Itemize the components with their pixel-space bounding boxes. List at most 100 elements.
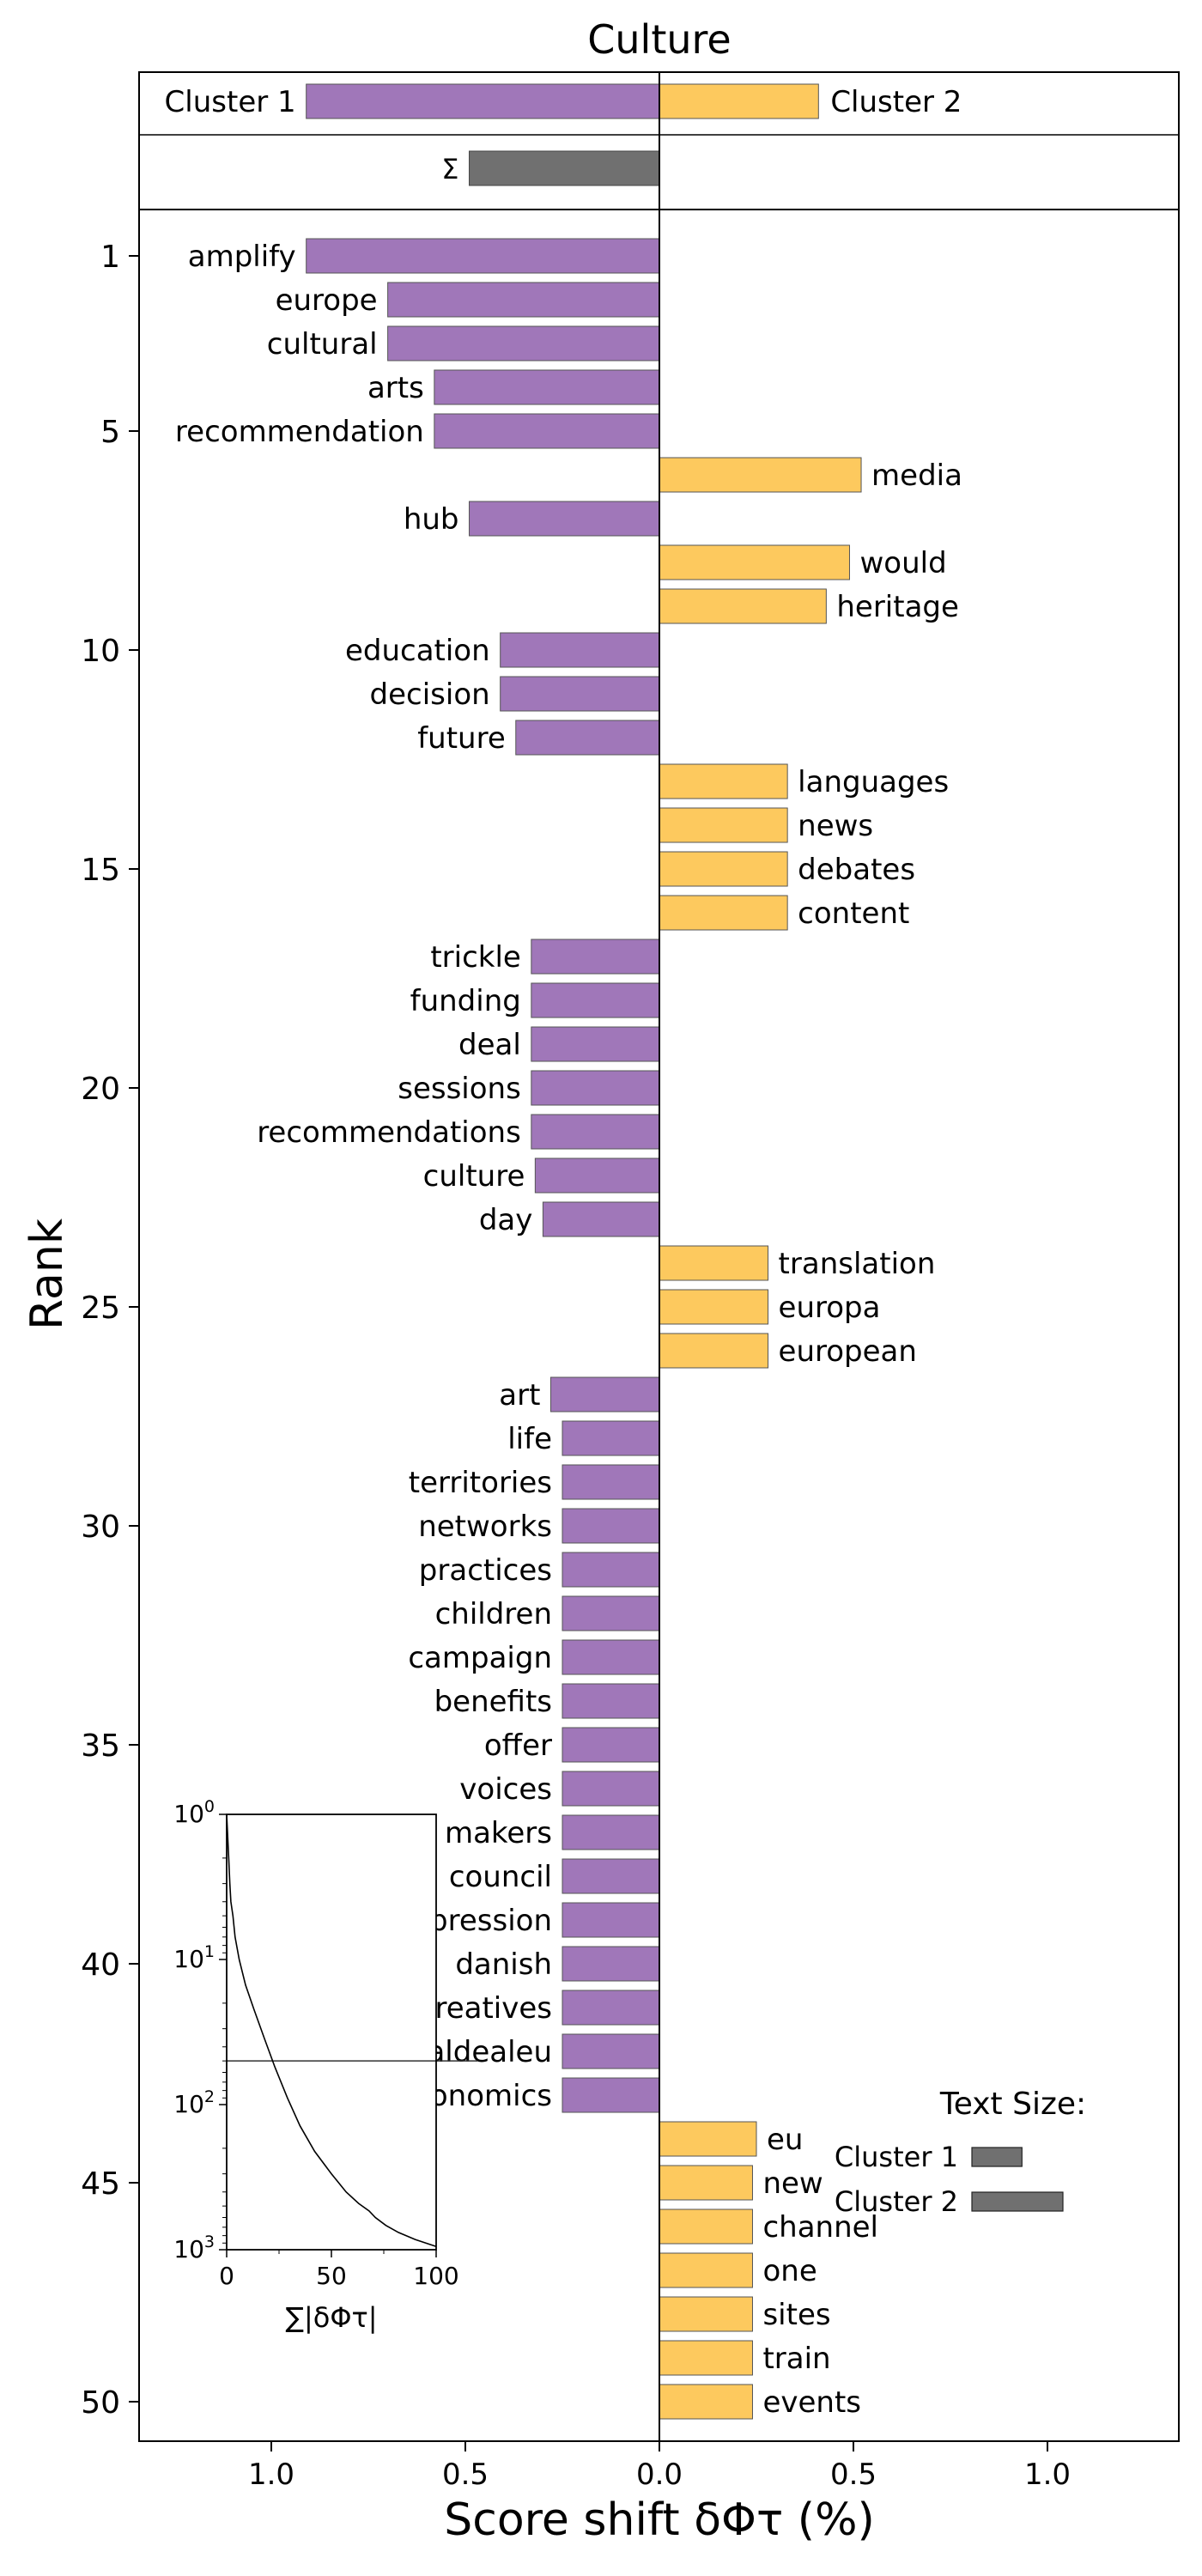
bar-cluster2-total: [659, 83, 819, 119]
inset-y-tick-base: 10: [173, 1800, 204, 1828]
bar-europe: [387, 282, 660, 318]
bar-europa: [659, 1289, 769, 1325]
x-tick-label: 0.5: [830, 2458, 877, 2492]
bar-decision: [500, 676, 660, 712]
x-tick-label: 0.5: [442, 2458, 489, 2492]
legend-entry-bar: [971, 2147, 1023, 2167]
bar-debates: [659, 851, 788, 887]
chart-title: Culture: [587, 16, 731, 63]
bar-one: [659, 2252, 753, 2288]
word-label-children: children: [435, 1597, 552, 1631]
y-tick-label: 5: [100, 415, 120, 450]
inset-y-tick-exp: 2: [204, 2087, 215, 2106]
bar-culturaldealeu: [562, 2033, 660, 2069]
x-tick-label: 1.0: [248, 2458, 294, 2492]
word-label-europa: europa: [779, 1291, 881, 1325]
bar-eu: [659, 2121, 757, 2157]
legend-title: Text Size:: [939, 2087, 1086, 2122]
word-label-cultural: cultural: [267, 327, 378, 361]
bar-train: [659, 2340, 753, 2376]
bar-content: [659, 895, 788, 931]
word-label-heritage: heritage: [836, 590, 959, 624]
bar-funding: [531, 982, 660, 1018]
inset-y-tick-base: 10: [173, 2235, 204, 2263]
bar-council: [562, 1858, 660, 1894]
word-label-amplify: amplify: [188, 240, 296, 274]
bar-benefits: [562, 1683, 660, 1719]
bar-cultural: [387, 325, 660, 361]
inset-y-tick-exp: 0: [204, 1797, 215, 1816]
bar-culture: [534, 1157, 660, 1194]
bar-territories: [562, 1464, 660, 1500]
bar-recommendations: [531, 1114, 660, 1150]
y-tick-label: 15: [81, 853, 120, 888]
word-label-events: events: [762, 2385, 861, 2420]
word-label-european: european: [779, 1334, 917, 1369]
y-tick-label: 1: [100, 240, 120, 275]
word-label-practices: practices: [419, 1553, 552, 1588]
bar-trickle: [531, 939, 660, 975]
bar-future: [515, 720, 660, 756]
y-tick-label: 30: [81, 1510, 120, 1545]
word-label-debates: debates: [798, 853, 915, 887]
bar-heritage: [659, 588, 827, 624]
legend-entry-label: Cluster 1: [835, 2141, 958, 2173]
word-label-europe: europe: [276, 283, 378, 318]
inset-y-tick-label: 103: [173, 2233, 215, 2263]
cluster2-label: Cluster 2: [830, 85, 962, 119]
bar-life: [562, 1420, 660, 1456]
inset-x-tick-label: 50: [316, 2262, 347, 2290]
bar-sessions: [531, 1070, 660, 1106]
sum-symbol: Σ: [441, 153, 458, 185]
y-tick-label: 35: [81, 1728, 120, 1764]
text-size-legend: Text Size: Cluster 1 Cluster 2: [835, 2087, 1086, 2218]
bar-would: [659, 544, 850, 580]
y-axis-label: Rank: [21, 1218, 73, 1330]
word-label-council: council: [449, 1860, 552, 1894]
y-tick-label: 45: [81, 2166, 120, 2202]
word-label-recommendation: recommendation: [175, 415, 424, 449]
x-axis-label: Score shift δΦτ (%): [444, 2494, 875, 2546]
bar-sites: [659, 2296, 753, 2332]
cluster1-label: Cluster 1: [165, 85, 296, 119]
bar-new: [659, 2165, 753, 2201]
word-label-arts: arts: [367, 371, 424, 405]
word-label-networks: networks: [418, 1510, 552, 1544]
inset-y-tick-base: 10: [173, 2090, 204, 2118]
bar-economics: [562, 2077, 660, 2113]
inset-background: [227, 1814, 436, 2250]
bar-children: [562, 1595, 660, 1631]
x-tick-label: 0.0: [636, 2458, 683, 2492]
inset-y-tick-label: 101: [173, 1942, 215, 1973]
bar-arts: [434, 369, 660, 405]
inset-y-tick-label: 102: [173, 2087, 215, 2118]
word-label-danish: danish: [455, 1947, 552, 1982]
word-label-hub: hub: [404, 502, 459, 537]
word-label-offer: offer: [484, 1728, 552, 1763]
word-label-future: future: [417, 721, 506, 756]
word-label-translation: translation: [779, 1247, 936, 1281]
y-tick-label: 25: [81, 1291, 120, 1326]
bar-translation: [659, 1245, 769, 1281]
x-tick-label: 1.0: [1024, 2458, 1071, 2492]
word-label-would: would: [859, 546, 946, 580]
x-axis: 1.0 0.5 0.0 0.5 1.0: [248, 2441, 1071, 2492]
word-label-art: art: [499, 1378, 540, 1413]
bar-day: [542, 1201, 660, 1237]
inset-y-tick-exp: 1: [204, 1942, 215, 1961]
inset-y-tick-label: 100: [173, 1797, 215, 1828]
word-label-day: day: [479, 1203, 533, 1237]
word-label-new: new: [762, 2166, 823, 2201]
word-label-education: education: [345, 634, 490, 668]
word-label-makers: makers: [445, 1816, 552, 1850]
inset-y-tick-exp: 3: [204, 2233, 215, 2251]
bar-voices: [562, 1771, 660, 1807]
word-label-funding: funding: [410, 984, 521, 1018]
bar-practices: [562, 1552, 660, 1588]
word-label-benefits: benefits: [434, 1685, 552, 1719]
y-tick-label: 10: [81, 634, 120, 669]
word-label-life: life: [507, 1422, 552, 1456]
bar-hub: [469, 501, 660, 537]
